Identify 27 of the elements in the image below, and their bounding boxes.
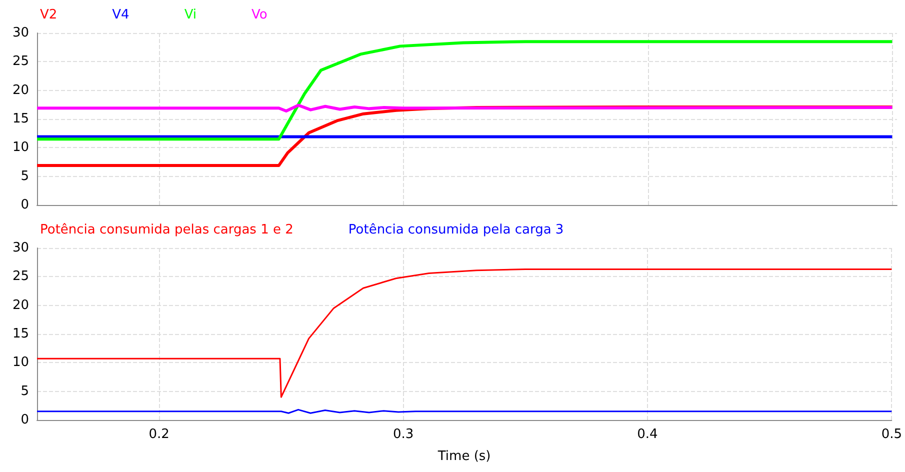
- x-tick-label: 0.4: [637, 427, 658, 442]
- x-tick-label: 0.2: [148, 427, 170, 442]
- y-tick-label: 20: [12, 298, 29, 313]
- text: V2: [40, 8, 58, 22]
- y-tick-label: 10: [12, 140, 29, 156]
- x-tick-label: 0.3: [392, 427, 414, 442]
- text: Potência consumida pela carga 3: [348, 222, 564, 238]
- text: Potência consumida pelas cargas 1 e 2: [40, 222, 294, 238]
- x-axis-title: Time (s): [436, 449, 491, 464]
- text: Vo: [252, 8, 268, 22]
- text: Vi: [184, 8, 197, 22]
- y-tick-label: 30: [12, 240, 29, 256]
- text: V4: [112, 8, 130, 22]
- line-series: [36, 40, 894, 141]
- y-tick-label: 15: [12, 112, 29, 126]
- y-tick-label: 0: [20, 198, 29, 212]
- line-series: [36, 268, 892, 398]
- y-tick-label: 25: [12, 54, 29, 70]
- y-tick-label: 30: [12, 26, 29, 40]
- x-tick-label: 0.5: [881, 427, 902, 442]
- y-tick-label: 5: [20, 384, 29, 399]
- y-tick-label: 20: [12, 82, 29, 98]
- y-tick-label: 25: [12, 269, 29, 284]
- y-tick-label: 10: [12, 355, 29, 370]
- y-tick-label: 0: [20, 412, 29, 428]
- y-tick-label: 5: [20, 168, 29, 184]
- y-tick-label: 15: [12, 326, 29, 342]
